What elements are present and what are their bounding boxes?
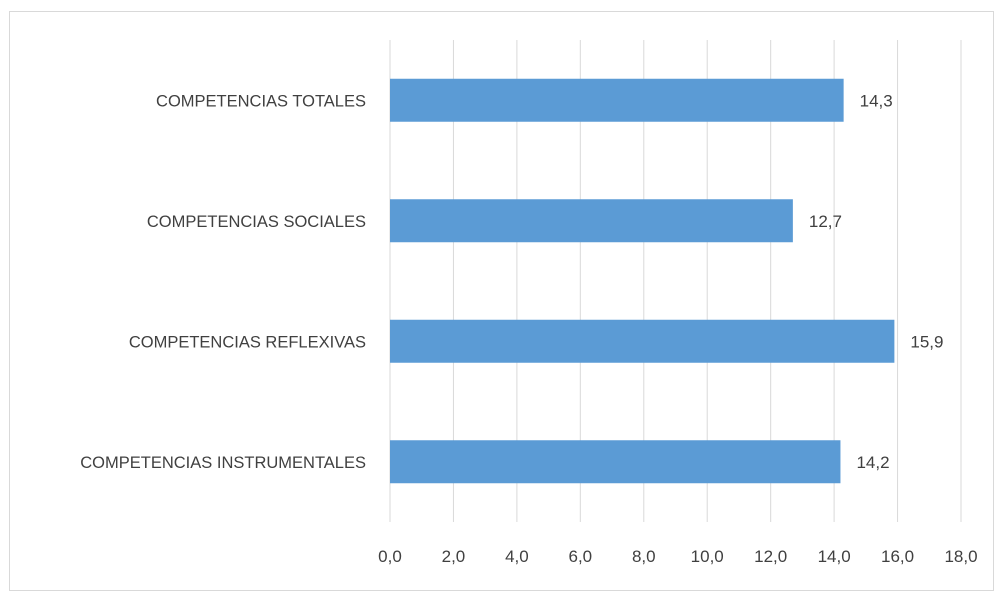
category-label: COMPETENCIAS REFLEXIVAS	[129, 333, 366, 351]
x-tick-label: 8,0	[632, 547, 656, 566]
category-label: COMPETENCIAS TOTALES	[156, 92, 366, 110]
data-label: 12,7	[809, 212, 842, 231]
data-label: 15,9	[910, 332, 943, 351]
labels: 0,0 2,0 4,0 6,0 8,0 10,0 12,0 14,0 16,0 18,0 COMPE…	[80, 91, 977, 566]
x-tick-label: 12,0	[754, 547, 787, 566]
bar	[390, 78, 844, 122]
bar	[390, 319, 895, 363]
x-tick-label: 18,0	[944, 547, 977, 566]
x-tick-label: 16,0	[881, 547, 914, 566]
category-label: COMPETENCIAS INSTRUMENTALES	[80, 454, 366, 472]
x-tick-label: 4,0	[505, 547, 529, 566]
x-tick-label: 2,0	[442, 547, 466, 566]
bar	[390, 440, 841, 484]
x-tick-label: 0,0	[378, 547, 402, 566]
x-tick-label: 10,0	[691, 547, 724, 566]
bar	[390, 199, 793, 243]
category-label: COMPETENCIAS SOCIALES	[147, 213, 366, 231]
x-tick-label: 14,0	[818, 547, 851, 566]
data-label: 14,3	[860, 91, 893, 110]
x-tick-label: 6,0	[569, 547, 593, 566]
bars	[390, 78, 895, 484]
data-label: 14,2	[856, 453, 889, 472]
